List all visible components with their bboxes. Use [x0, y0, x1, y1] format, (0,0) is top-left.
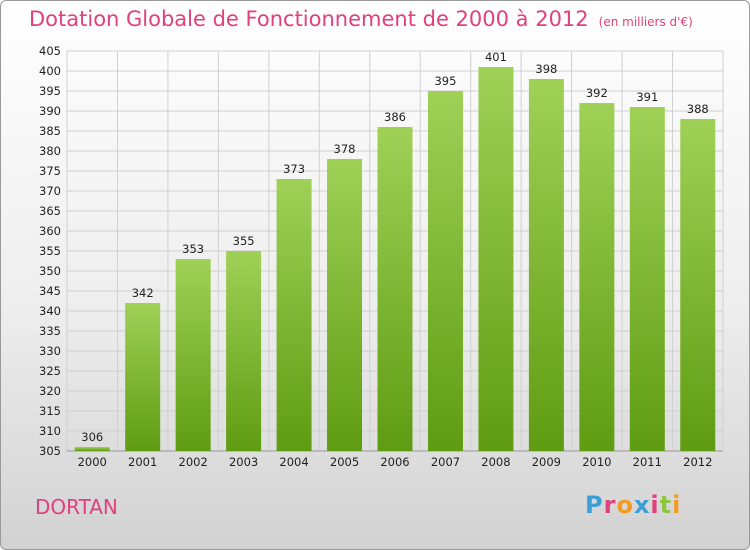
y-tick-label: 400 — [39, 64, 61, 78]
y-tick-label: 390 — [39, 104, 61, 118]
y-tick-label: 370 — [39, 184, 61, 198]
bar-2008 — [478, 67, 514, 451]
y-tick-label: 395 — [39, 84, 61, 98]
y-tick-label: 345 — [39, 284, 61, 298]
bar-2010 — [579, 103, 615, 451]
y-tick-label: 305 — [39, 444, 61, 458]
y-tick-label: 375 — [39, 164, 61, 178]
x-tick-label: 2010 — [582, 455, 611, 469]
logo-letter: x — [633, 491, 651, 519]
x-tick-label: 2012 — [683, 455, 712, 469]
bar-value-label: 353 — [182, 242, 204, 256]
y-tick-label: 315 — [39, 404, 61, 418]
bar-2001 — [125, 303, 161, 451]
y-tick-label: 335 — [39, 324, 61, 338]
bar-value-label: 386 — [384, 110, 406, 124]
bar-value-label: 306 — [81, 430, 103, 444]
logo-letter: i — [650, 491, 660, 519]
bar-2004 — [276, 179, 312, 451]
bar-2003 — [226, 251, 262, 451]
x-tick-label: 2005 — [330, 455, 359, 469]
y-tick-label: 380 — [39, 144, 61, 158]
x-tick-label: 2009 — [532, 455, 561, 469]
bar-value-label: 395 — [434, 74, 456, 88]
bar-2005 — [327, 159, 363, 451]
bar-2000 — [74, 447, 110, 451]
proxiti-logo: Proxiti — [585, 491, 681, 519]
logo-letter: o — [616, 491, 634, 519]
chart-title: Dotation Globale de Fonctionnement de 20… — [29, 7, 693, 31]
x-tick-label: 2008 — [481, 455, 510, 469]
commune-name: DORTAN — [35, 495, 118, 519]
bar-value-label: 342 — [132, 286, 154, 300]
x-tick-label: 2004 — [279, 455, 308, 469]
logo-letter: r — [603, 491, 617, 519]
chart-unit: (en milliers d'€) — [598, 15, 693, 29]
x-tick-label: 2000 — [78, 455, 107, 469]
y-tick-label: 360 — [39, 224, 61, 238]
x-tick-label: 2006 — [380, 455, 409, 469]
bar-2009 — [528, 79, 564, 451]
y-tick-label: 325 — [39, 364, 61, 378]
logo-letter: i — [672, 491, 682, 519]
y-tick-label: 365 — [39, 204, 61, 218]
bar-value-label: 378 — [334, 142, 356, 156]
x-tick-label: 2001 — [128, 455, 157, 469]
x-tick-label: 2003 — [229, 455, 258, 469]
bar-2002 — [175, 259, 211, 451]
bar-value-label: 392 — [586, 86, 608, 100]
bar-value-label: 388 — [687, 102, 709, 116]
y-tick-label: 385 — [39, 124, 61, 138]
y-tick-label: 330 — [39, 344, 61, 358]
bar-value-label: 355 — [233, 234, 255, 248]
y-tick-label: 320 — [39, 384, 61, 398]
bar-value-label: 373 — [283, 162, 305, 176]
y-tick-label: 350 — [39, 264, 61, 278]
x-tick-label: 2002 — [179, 455, 208, 469]
bar-value-label: 391 — [636, 90, 658, 104]
y-tick-label: 310 — [39, 424, 61, 438]
bar-value-label: 401 — [485, 50, 507, 64]
logo-letter: P — [585, 491, 604, 519]
logo-letter: t — [659, 491, 673, 519]
y-tick-label: 340 — [39, 304, 61, 318]
bar-2007 — [427, 91, 463, 451]
chart-title-text: Dotation Globale de Fonctionnement de 20… — [29, 7, 589, 31]
y-tick-label: 405 — [39, 44, 61, 58]
x-tick-label: 2011 — [633, 455, 662, 469]
bar-2012 — [680, 119, 716, 451]
bar-value-label: 398 — [535, 62, 557, 76]
y-tick-label: 355 — [39, 244, 61, 258]
bar-2011 — [629, 107, 665, 451]
x-tick-label: 2007 — [431, 455, 460, 469]
bar-2006 — [377, 127, 413, 451]
